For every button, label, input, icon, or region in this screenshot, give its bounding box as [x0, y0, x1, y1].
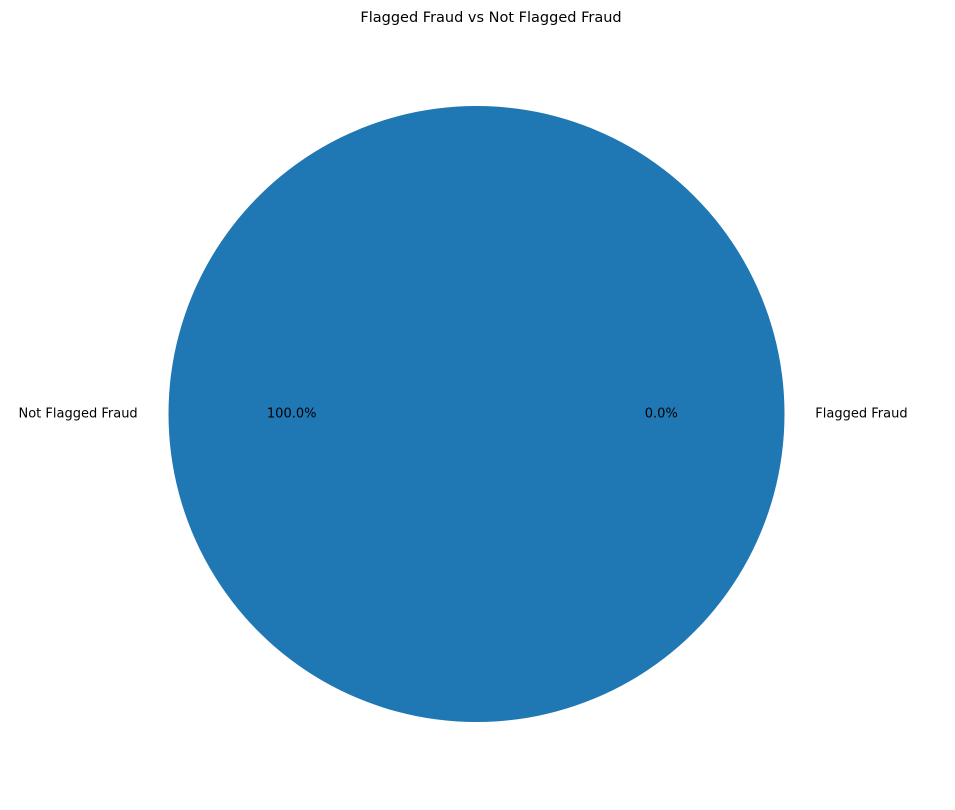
pie-slice-1 — [168, 106, 785, 723]
pie-slices — [168, 106, 785, 723]
slice-label-2: Flagged Fraud — [815, 407, 907, 422]
slice-label-1: Not Flagged Fraud — [19, 406, 138, 421]
chart-title: Flagged Fraud vs Not Flagged Fraud — [360, 10, 621, 26]
slice-percent-2: 0.0% — [645, 407, 678, 422]
slice-percent-1: 100.0% — [267, 406, 317, 421]
pie-labels: Not Flagged Fraud 100.0% Flagged Fraud 0.0% — [19, 406, 908, 421]
